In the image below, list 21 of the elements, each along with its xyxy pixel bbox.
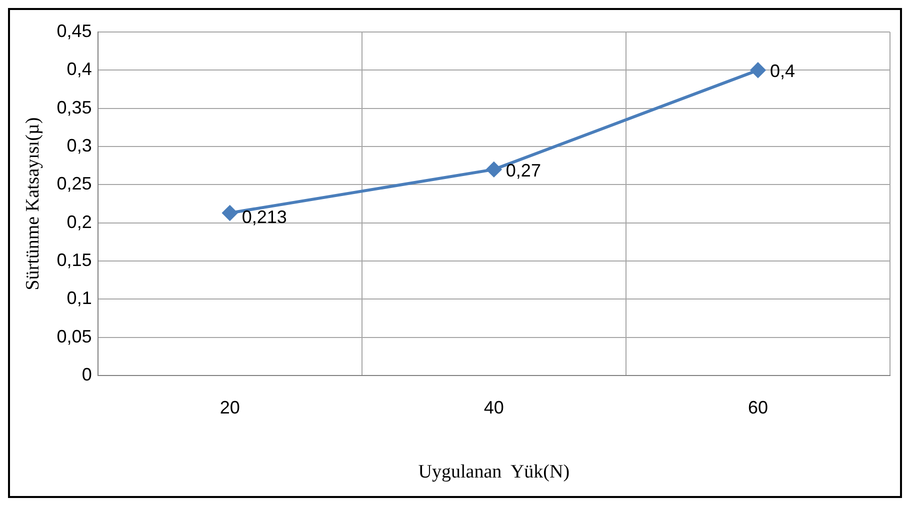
- y-axis-title: Sürtünme Katsayısı(µ): [22, 117, 44, 290]
- point: [750, 62, 766, 78]
- y-tick-label: 0,05: [56, 326, 92, 346]
- y-tick-label: 0,3: [66, 136, 92, 156]
- data-label: 0,27: [506, 160, 541, 180]
- data-label: 0,4: [770, 61, 796, 82]
- y-tick-label: 0,25: [56, 174, 92, 194]
- point: [222, 205, 238, 220]
- x-tick-label: 40: [484, 397, 504, 418]
- y-tick-label: 0: [82, 364, 92, 385]
- x-tick-label: 20: [220, 397, 240, 418]
- y-tick-label: 0,35: [56, 97, 92, 118]
- point: [486, 162, 502, 177]
- data-label: 0,213: [242, 206, 287, 227]
- y-tick-label: 0,45: [56, 20, 92, 41]
- y-tick-label: 0,2: [66, 212, 92, 232]
- x-tick-label: 60: [748, 397, 768, 418]
- x-axis-title: Uygulanan Yük(N): [418, 462, 570, 483]
- y-tick-label: 0,15: [56, 250, 92, 270]
- y-tick-label: 0,1: [66, 288, 92, 308]
- y-tick-label: 0,4: [66, 59, 92, 80]
